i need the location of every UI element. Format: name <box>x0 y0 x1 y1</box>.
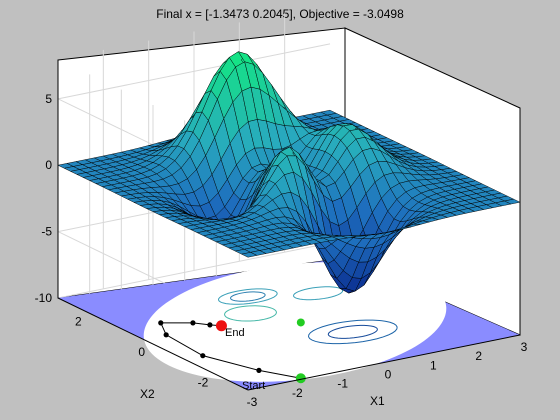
contour-line <box>230 291 266 302</box>
x-tick-labels: -3 -2 -1 0 1 2 3 <box>247 340 528 409</box>
path-point <box>200 353 206 359</box>
end-label: End <box>225 327 245 339</box>
start-marker <box>295 373 306 384</box>
x-axis-line <box>247 334 521 391</box>
peaks-surface <box>57 51 521 294</box>
x-tick-label: -3 <box>247 395 258 409</box>
x-tick-label: 3 <box>521 340 528 354</box>
contour-line <box>217 288 278 305</box>
contour-line <box>224 305 277 322</box>
y-tick-labels: 2 0 -2 <box>75 314 209 389</box>
x-tick-label: 1 <box>430 358 437 372</box>
z-tick-label: -5 <box>41 225 52 239</box>
surface-patch <box>503 198 521 205</box>
plot-title: Final x = [-1.3473 0.2045], Objective = … <box>156 7 404 21</box>
x-tick-label: -1 <box>337 377 348 391</box>
contour-line <box>308 319 398 345</box>
z-tick-label: 0 <box>45 158 52 172</box>
z-tick-labels: 5 0 -5 -10 <box>35 92 53 305</box>
y-axis-line <box>57 297 249 391</box>
y-tick-label: 2 <box>75 314 82 328</box>
start-marker-surface <box>296 318 305 327</box>
contour-line <box>327 324 378 339</box>
path-point <box>190 320 196 326</box>
x-tick-label: 2 <box>475 349 482 363</box>
path-point <box>158 320 164 326</box>
x-tick-label: -2 <box>292 386 303 400</box>
path-point <box>207 322 213 328</box>
start-label: Start <box>242 380 265 392</box>
constraint-disk <box>143 262 447 382</box>
z-tick-label: 5 <box>45 92 52 106</box>
optimization-path <box>158 318 306 384</box>
path-line <box>159 322 301 379</box>
path-point <box>256 367 262 373</box>
x-tick-label: 0 <box>385 368 392 382</box>
contour-line <box>292 286 344 301</box>
y-axis-label: X2 <box>140 387 155 401</box>
contour-lines <box>217 286 398 345</box>
x-axis-label: X1 <box>370 394 385 408</box>
end-marker <box>215 320 227 332</box>
path-point <box>163 332 169 338</box>
z-tick-label: -10 <box>35 291 53 305</box>
y-tick-label: -2 <box>198 376 209 390</box>
y-tick-label: 0 <box>138 345 145 359</box>
